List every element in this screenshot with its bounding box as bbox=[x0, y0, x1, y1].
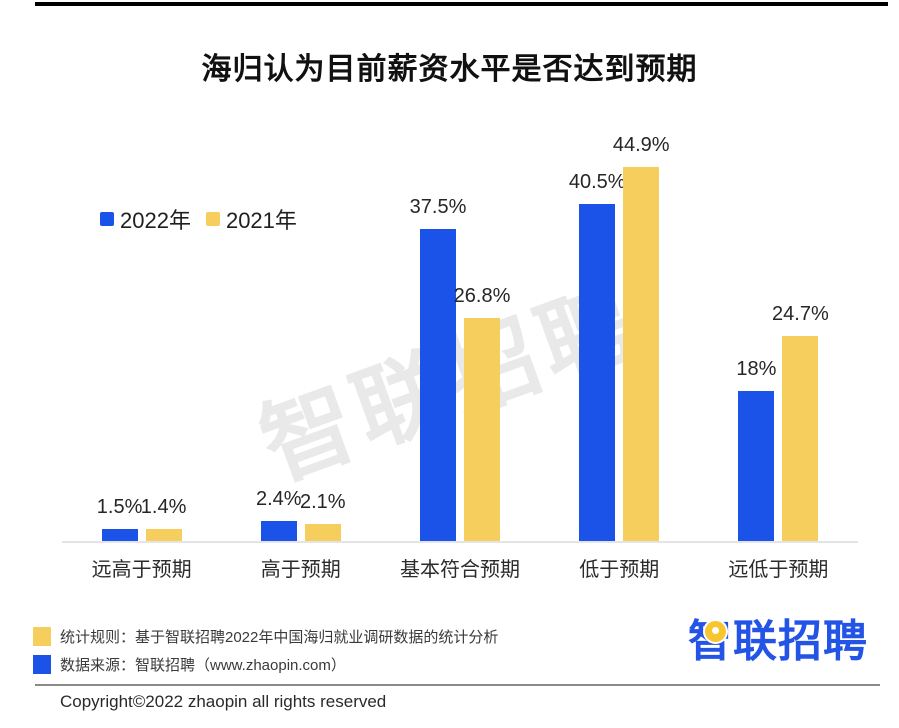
bar-2022年: 2.4% bbox=[256, 488, 302, 541]
legend-label-2021: 2021年 bbox=[225, 208, 297, 233]
logo-first-char: 智 bbox=[688, 617, 733, 666]
legend-item-2021: 2021年 bbox=[205, 203, 297, 235]
yellow-swatch-icon bbox=[33, 627, 51, 646]
chart-legend: 2022年 2021年 bbox=[100, 203, 297, 235]
bar-2022年: 40.5% bbox=[569, 171, 626, 541]
legend-label-2022: 2022年 bbox=[120, 208, 191, 233]
footnote-statistics-rule: 统计规则：基于智联招聘2022年中国海归就业调研数据的统计分析 bbox=[33, 626, 498, 647]
footnotes: 统计规则：基于智联招聘2022年中国海归就业调研数据的统计分析 数据来源：智联招… bbox=[33, 626, 498, 675]
bar-group: 1.5% 1.4% 远高于预期 bbox=[62, 121, 221, 581]
blue-swatch-icon bbox=[33, 655, 51, 674]
legend-item-2022: 2022年 bbox=[100, 203, 191, 235]
bar-value-label: 44.9% bbox=[612, 134, 670, 157]
bar-group: 40.5% 44.9% 低于预期 bbox=[540, 121, 699, 581]
bar-2022年: 37.5% bbox=[410, 196, 466, 541]
bar-value-label: 40.5% bbox=[568, 171, 626, 194]
bar-group: 2.4% 2.1% 高于预期 bbox=[221, 121, 380, 581]
bar-2022年: 18% bbox=[736, 358, 776, 541]
footnote-data-source: 数据来源：智联招聘（www.zhaopin.com） bbox=[33, 654, 498, 675]
x-axis-label: 高于预期 bbox=[260, 559, 341, 581]
bar-2022年: 1.5% bbox=[97, 496, 142, 541]
x-axis-label: 远低于预期 bbox=[728, 559, 829, 581]
copyright-text: Copyright©2022 zhaopin all rights reserv… bbox=[60, 692, 387, 711]
bar-group: 18% 24.7% 远低于预期 bbox=[699, 121, 858, 582]
bar-2021年: 24.7% bbox=[772, 303, 829, 541]
bar-group: 37.5% 26.8% 基本符合预期 bbox=[380, 121, 539, 581]
top-divider bbox=[35, 2, 888, 6]
bar-chart: 1.5% 1.4% 远高于预期 2.4% 2.1% 高于预期 37.5% 26.8% 基本符合预… bbox=[62, 121, 858, 582]
bar-value-label: 2.4% bbox=[256, 488, 302, 511]
legend-swatch-2022-icon bbox=[100, 212, 114, 226]
bar-2021年: 2.1% bbox=[300, 491, 346, 541]
x-axis-label: 基本符合预期 bbox=[400, 559, 520, 581]
bar-2021年: 1.4% bbox=[141, 496, 186, 541]
bar-value-label: 2.1% bbox=[300, 490, 346, 513]
bottom-divider bbox=[35, 684, 880, 686]
bar-value-label: 24.7% bbox=[772, 302, 829, 325]
bar-value-label: 37.5% bbox=[409, 196, 467, 218]
bar-value-label: 1.5% bbox=[96, 495, 143, 518]
x-axis-label: 远高于预期 bbox=[91, 559, 192, 581]
bar-2021年: 26.8% bbox=[454, 285, 510, 541]
page-title: 海归认为目前薪资水平是否达到预期 bbox=[201, 53, 698, 86]
bar-2021年: 44.9% bbox=[613, 134, 670, 541]
bar-value-label: 26.8% bbox=[453, 285, 511, 308]
bar-value-label: 1.4% bbox=[140, 496, 187, 519]
bar-value-label: 18% bbox=[736, 358, 777, 381]
zhaopin-logo: 智联招聘 bbox=[688, 616, 868, 669]
logo-rest-chars: 联招聘 bbox=[733, 617, 868, 666]
logo-pin-icon bbox=[705, 621, 726, 642]
legend-swatch-2021-icon bbox=[205, 212, 220, 226]
footnote-text: 统计规则：基于智联招聘2022年中国海归就业调研数据的统计分析 bbox=[60, 629, 499, 646]
x-axis-label: 低于预期 bbox=[579, 559, 660, 581]
footnote-text: 数据来源：智联招聘（www.zhaopin.com） bbox=[60, 657, 346, 674]
